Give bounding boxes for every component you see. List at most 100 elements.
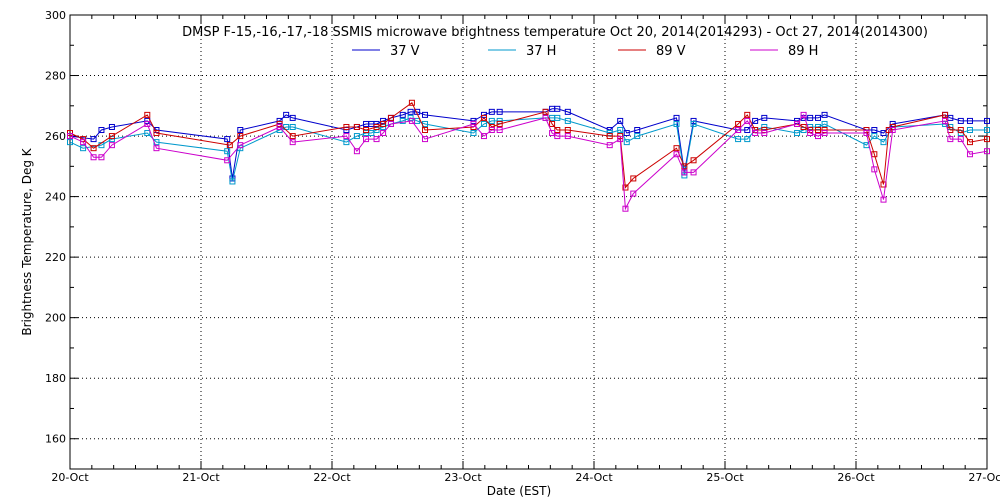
data-point [289,114,296,121]
data-point [226,142,233,149]
data-point [690,157,697,164]
data-point [343,139,350,146]
data-point [496,127,503,134]
data-point [380,130,387,137]
data-point [363,136,370,143]
data-point [690,120,697,127]
data-point [108,123,115,130]
data-point [815,133,822,140]
data-point [617,127,624,134]
data-point [807,114,814,121]
data-point [488,108,495,115]
data-point [488,127,495,134]
data-point [815,114,822,121]
legend-label: 37 H [526,44,556,59]
legend-label: 89 H [788,44,818,59]
data-point [373,136,380,143]
data-point [470,130,477,137]
data-point [735,136,742,143]
x-axis-label: Date (EST) [487,484,551,498]
y-tick-label: 200 [45,312,66,325]
data-point [90,154,97,161]
x-tick-label: 27-Oct [968,471,1000,484]
data-point [871,127,878,134]
data-point [144,111,151,118]
data-point [153,145,160,152]
data-point [880,196,887,203]
chart-title: DMSP F-15,-16,-17,-18 SSMIS microwave br… [182,25,928,40]
series-line [69,113,988,211]
data-point [966,117,973,124]
data-point [634,127,641,134]
data-point [276,117,283,124]
series-37-h [67,114,990,185]
data-point [224,157,231,164]
data-point [237,142,244,149]
data-point [617,136,624,143]
data-point [947,114,954,121]
x-tick-label: 21-Oct [182,471,220,484]
series [67,99,990,212]
data-point [744,127,751,134]
data-point [622,205,629,212]
data-point [98,154,105,161]
data-point [542,114,549,121]
data-point [673,145,680,152]
data-point [363,127,370,134]
data-point [380,120,387,127]
data-point [984,148,990,155]
x-tick-label: 23-Oct [444,471,482,484]
data-point [80,139,87,146]
data-point [690,169,697,176]
series-line [69,102,988,189]
data-point [606,142,613,149]
data-point [821,130,828,137]
x-tick-label: 24-Oct [575,471,613,484]
data-point [108,133,115,140]
data-point [630,175,637,182]
data-point [744,111,751,118]
data-point [408,117,415,124]
data-point [966,151,973,158]
data-point [690,117,697,124]
data-point [488,123,495,130]
data-point [761,123,768,130]
data-point [794,120,801,127]
data-point [815,123,822,130]
data-point [496,117,503,124]
data-point [957,136,964,143]
data-point [353,133,360,140]
data-point [373,127,380,134]
data-point [289,123,296,130]
ticks: 160 180 200 220 240 260 280 300 20-Oct 21-Oct 22-O… [45,9,1000,484]
data-point [617,117,624,124]
data-point [807,130,814,137]
data-point [761,114,768,121]
data-point [276,123,283,130]
legend: 37 V 37 H 89 V 89 H [352,44,818,59]
data-point [554,105,561,112]
data-point [353,123,360,130]
data-point [237,133,244,140]
data-point [408,99,415,106]
x-tick-label: 25-Oct [706,471,744,484]
data-point [673,120,680,127]
y-axis-label: Brightness Temperature, Deg K [20,147,34,335]
data-point [889,120,896,127]
data-point [470,120,477,127]
y-tick-label: 240 [45,191,66,204]
data-point [224,148,231,155]
data-point [90,145,97,152]
data-point [422,136,429,143]
data-point [885,127,892,134]
data-point [67,139,73,146]
data-point [480,114,487,121]
x-tick-label: 22-Oct [313,471,351,484]
data-point [387,120,394,127]
data-point [794,130,801,137]
data-point [761,130,768,137]
data-point [984,117,990,124]
data-point [108,142,115,149]
data-point [343,127,350,134]
